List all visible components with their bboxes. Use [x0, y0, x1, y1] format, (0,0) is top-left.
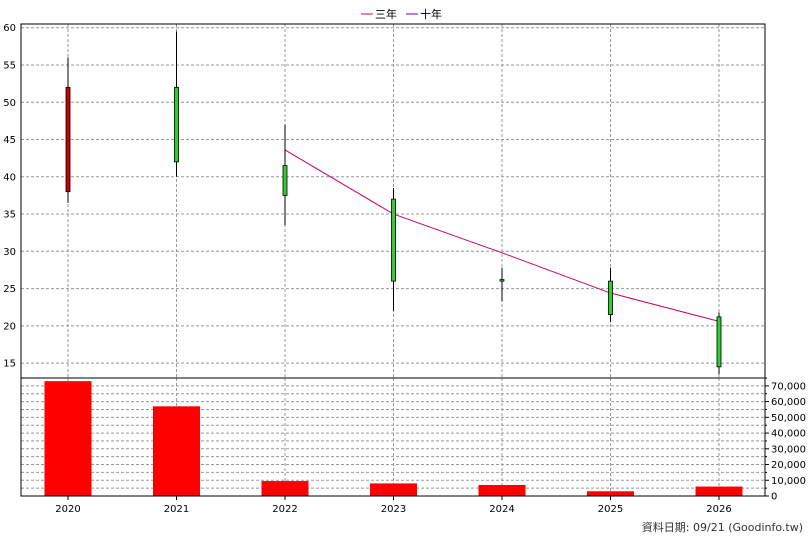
legend: 三年 十年	[361, 7, 442, 21]
x-tick-label: 2022	[272, 504, 297, 515]
volume-bar-2023	[370, 483, 417, 496]
volume-grid	[21, 377, 765, 496]
x-tick-label: 2021	[164, 504, 189, 515]
price-tick-label: 40	[3, 172, 16, 183]
volume-bar-2024	[478, 484, 526, 496]
volume-bar-2026	[695, 486, 743, 496]
candle-body	[499, 279, 505, 282]
price-tick-label: 50	[3, 98, 16, 109]
volume-tick-label: 70,000	[771, 381, 806, 392]
price-tick-label: 15	[3, 359, 16, 370]
candle-2023	[391, 187, 396, 311]
moving-average-lines	[284, 149, 720, 322]
volume-bar-2021	[153, 406, 200, 496]
candle-body	[716, 316, 722, 368]
volume-tick-label: 50,000	[771, 413, 806, 424]
volume-bars	[44, 381, 743, 496]
volume-bar-2020	[44, 381, 92, 496]
candle-body	[174, 86, 179, 163]
x-tick-label: 2025	[598, 504, 623, 515]
price-tick-label: 60	[3, 23, 16, 34]
x-tick-label: 2020	[55, 504, 80, 515]
candle-body	[608, 280, 613, 316]
x-tick-label: 2024	[489, 504, 514, 515]
legend-label: 十年	[420, 7, 442, 21]
candle-2025	[608, 267, 613, 323]
x-tick-label: 2023	[381, 504, 406, 515]
data-date-footer: 資料日期: 09/21 (Goodinfo.tw)	[642, 520, 803, 534]
candle-2021	[174, 31, 179, 177]
volume-tick-label: 30,000	[771, 444, 806, 455]
volume-tick-label: 0	[771, 492, 777, 503]
candle-body	[282, 165, 288, 196]
volume-tick-label: 20,000	[771, 460, 806, 471]
price-tick-label: 20	[3, 321, 16, 332]
price-tick-label: 25	[3, 284, 16, 295]
volume-tick-label: 60,000	[771, 397, 806, 408]
price-tick-label: 35	[3, 210, 16, 221]
x-tick-label: 2026	[706, 504, 731, 515]
candle-2026	[716, 312, 722, 375]
candle-body	[391, 198, 396, 282]
ma-line-三年	[284, 149, 720, 322]
candlesticks	[65, 31, 722, 375]
volume-bar-2022	[261, 481, 309, 496]
volume-tick-label: 40,000	[771, 429, 806, 440]
candle-2020	[65, 57, 71, 203]
volume-bar-2025	[587, 491, 634, 496]
price-tick-label: 55	[3, 60, 16, 71]
candle-2022	[282, 124, 288, 226]
legend-label: 三年	[375, 7, 397, 21]
price-tick-label: 30	[3, 247, 16, 258]
candle-body	[65, 86, 71, 193]
candle-2024	[499, 267, 505, 302]
price-tick-label: 45	[3, 135, 16, 146]
volume-tick-label: 10,000	[771, 476, 806, 487]
axes: 15202530354045505560010,00020,00030,0004…	[3, 23, 806, 515]
